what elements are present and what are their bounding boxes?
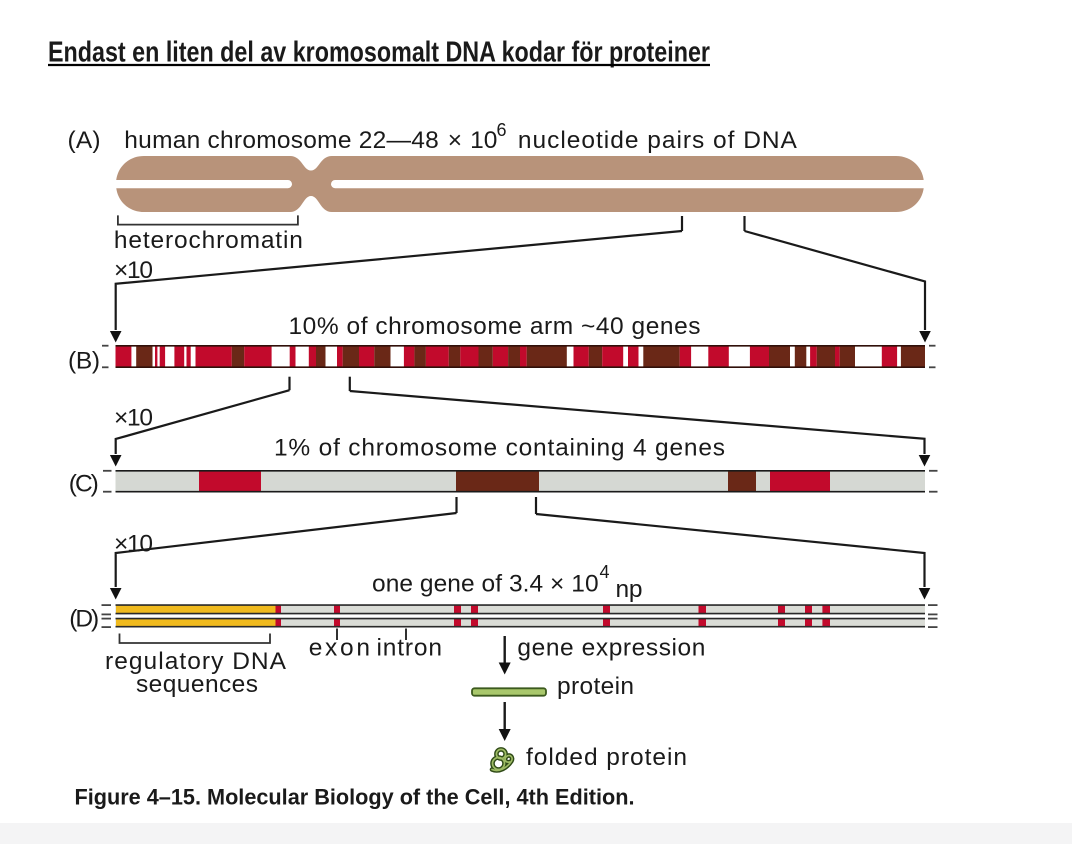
svg-text:nucleotide pairs of DNA: nucleotide pairs of DNA	[518, 127, 798, 154]
svg-text:(A): (A)	[68, 127, 101, 154]
svg-text:protein: protein	[557, 673, 634, 700]
svg-text:10: 10	[470, 127, 497, 154]
svg-text:Figure 4–15. Molecular Biology: Figure 4–15. Molecular Biology of the Ce…	[75, 785, 635, 810]
svg-text:10% of chromosome arm ~40 gene: 10% of chromosome arm ~40 genes	[289, 313, 701, 340]
svg-text:human chromosome 22—48: human chromosome 22—48	[124, 127, 439, 154]
svg-text:×: ×	[448, 127, 462, 154]
svg-text:Endast en liten del av kromoso: Endast en liten del av kromosomalt DNA k…	[48, 37, 710, 69]
svg-text:×10: ×10	[114, 531, 153, 558]
svg-text:4: 4	[600, 562, 610, 582]
svg-text:6: 6	[497, 120, 507, 140]
svg-text:sequences: sequences	[136, 671, 258, 698]
svg-text:np: np	[616, 576, 643, 603]
svg-text:one gene of 3.4 × 10: one gene of 3.4 × 10	[372, 571, 599, 598]
svg-text:1% of chromosome containing 4: 1% of chromosome containing 4 genes	[274, 435, 725, 462]
svg-text:×10: ×10	[114, 405, 153, 432]
svg-text:×10: ×10	[114, 257, 153, 284]
svg-text:heterochromatin: heterochromatin	[114, 227, 303, 254]
svg-text:gene expression: gene expression	[517, 635, 705, 662]
svg-text:(C): (C)	[69, 470, 99, 497]
svg-text:(D): (D)	[69, 606, 99, 633]
svg-text:regulatory DNA: regulatory DNA	[105, 648, 287, 675]
svg-text:exon: exon	[309, 635, 370, 662]
svg-text:(B): (B)	[68, 347, 100, 374]
svg-text:folded protein: folded protein	[526, 744, 687, 771]
svg-text:intron: intron	[377, 635, 443, 662]
